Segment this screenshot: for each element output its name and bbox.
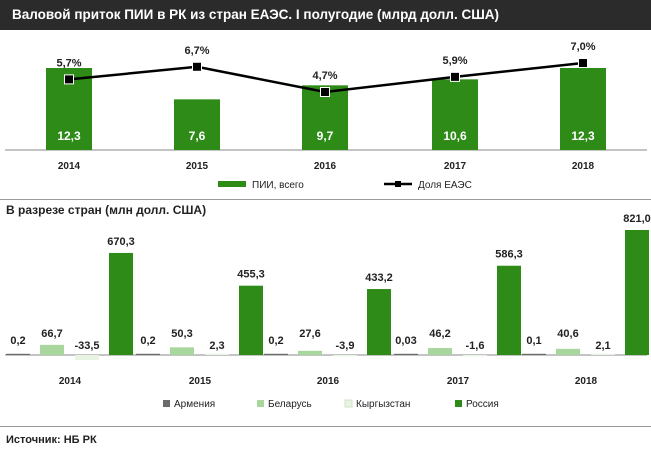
share-marker xyxy=(578,58,588,68)
share-label: 7,0% xyxy=(570,41,595,53)
bar-label: -3,9 xyxy=(336,340,355,352)
divider xyxy=(0,426,651,427)
share-label: 5,9% xyxy=(442,55,467,67)
bar-label: 2,3 xyxy=(209,340,224,352)
bar-label: 27,6 xyxy=(299,328,320,340)
x-tick-label: 2017 xyxy=(447,376,470,387)
bar-label: 0,03 xyxy=(395,335,416,347)
bar-label: 0,2 xyxy=(10,335,25,347)
bar-russia xyxy=(625,230,649,355)
legend-label: Армения xyxy=(174,399,215,410)
x-tick-label: 2018 xyxy=(575,376,598,387)
bar-label: 670,3 xyxy=(107,236,135,248)
fdi-total-chart: 12,3 2014 7,6 2015 9,7 2016 10,6 2017 12,3 2018 5,… xyxy=(5,41,647,191)
legend-swatch xyxy=(455,400,462,407)
share-marker xyxy=(64,74,74,85)
bar-label: -33,5 xyxy=(74,340,99,352)
legend-label-share: Доля ЕАЭС xyxy=(418,180,472,191)
bar-kyrgyzstan xyxy=(333,355,357,357)
bar-belarus xyxy=(556,348,580,355)
bar-russia xyxy=(109,252,133,355)
by-country-chart: 0,2 66,7 -33,5 670,3 2014 0,2 50,3 2,3 455,3 2015… xyxy=(5,213,651,410)
bar-kyrgyzstan xyxy=(463,355,487,357)
bar-belarus xyxy=(428,347,452,355)
legend-marker-share xyxy=(395,181,401,187)
legend-label: Кыргызстан xyxy=(356,399,410,410)
bar-label: 821,0 xyxy=(623,213,651,225)
section-title: В разрезе стран (млн долл. США) xyxy=(6,203,207,217)
bar-belarus xyxy=(170,347,194,355)
legend-swatch xyxy=(344,399,353,408)
share-marker xyxy=(450,71,460,82)
bar-belarus xyxy=(40,344,64,355)
legend-label: Беларусь xyxy=(268,399,312,410)
bar-label: 66,7 xyxy=(41,328,62,340)
bar-label: 7,6 xyxy=(189,129,206,143)
bar-label: 9,7 xyxy=(317,129,334,143)
chart-title-bar: Валовой приток ПИИ в РК из стран ЕАЭС. I… xyxy=(0,0,651,30)
bar-belarus xyxy=(298,350,322,355)
bar-kyrgyzstan xyxy=(205,353,229,355)
share-label: 6,7% xyxy=(184,45,209,57)
legend-label-total: ПИИ, всего xyxy=(252,180,304,191)
bar-label: 10,6 xyxy=(443,129,467,143)
divider xyxy=(0,199,651,200)
legend-swatch xyxy=(163,400,170,407)
bar-label: 12,3 xyxy=(571,129,595,143)
chart-title: Валовой приток ПИИ в РК из стран ЕАЭС. I… xyxy=(12,7,500,22)
bar-label: 0,2 xyxy=(268,335,283,347)
bar-label: 2,1 xyxy=(595,340,610,352)
bar-kyrgyzstan xyxy=(591,353,615,355)
bar-label: 0,1 xyxy=(526,335,541,347)
bar-label: 12,3 xyxy=(57,129,81,143)
x-tick-label: 2015 xyxy=(189,376,212,387)
legend-swatch-total xyxy=(218,181,246,187)
bar-label: -1,6 xyxy=(466,340,485,352)
x-tick-label: 2017 xyxy=(444,161,467,172)
bar-armenia xyxy=(6,353,30,355)
bar-russia xyxy=(239,285,263,355)
bar-label: 433,2 xyxy=(365,272,393,284)
legend-label: Россия xyxy=(466,399,499,410)
x-tick-label: 2014 xyxy=(59,376,82,387)
bar-label: 40,6 xyxy=(557,328,578,340)
bar-russia xyxy=(367,289,391,355)
x-tick-label: 2018 xyxy=(572,161,595,172)
bar-kyrgyzstan xyxy=(75,355,99,361)
bar-label: 0,2 xyxy=(140,335,155,347)
share-label: 5,7% xyxy=(56,57,81,69)
bar-label: 46,2 xyxy=(429,328,450,340)
x-tick-label: 2015 xyxy=(186,161,209,172)
bar-russia xyxy=(497,265,521,355)
bar-label: 50,3 xyxy=(171,328,192,340)
source-note: Источник: НБ РК xyxy=(6,434,97,446)
bar-armenia xyxy=(136,353,160,355)
x-tick-label: 2016 xyxy=(317,376,340,387)
x-tick-label: 2014 xyxy=(58,161,81,172)
x-tick-label: 2016 xyxy=(314,161,337,172)
bar-label: 586,3 xyxy=(495,249,523,261)
bar-total xyxy=(432,79,478,150)
share-marker xyxy=(320,87,330,97)
bar-total xyxy=(560,68,606,150)
bar-armenia xyxy=(522,353,546,355)
bar-label: 455,3 xyxy=(237,269,265,281)
legend-swatch xyxy=(257,400,264,407)
share-label: 4,7% xyxy=(312,70,337,82)
bar-total xyxy=(174,99,220,150)
share-marker xyxy=(192,61,202,72)
bar-armenia xyxy=(264,353,288,355)
bar-armenia xyxy=(394,353,418,355)
